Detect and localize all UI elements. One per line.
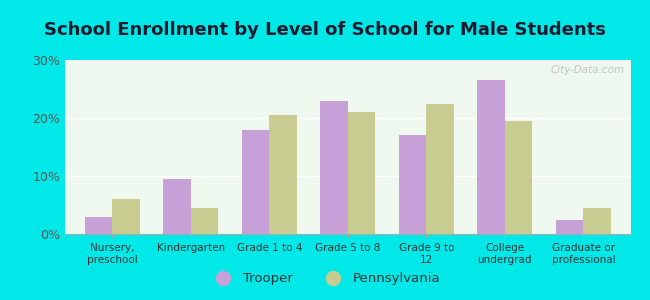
Bar (399, 135, 426, 234)
Bar (477, 80, 505, 234)
Bar (242, 130, 269, 234)
Bar (426, 103, 454, 234)
Bar (269, 115, 296, 234)
Bar (112, 199, 140, 234)
Bar (320, 100, 348, 234)
Text: City-Data.com: City-Data.com (551, 65, 625, 75)
Text: School Enrollment by Level of School for Male Students: School Enrollment by Level of School for… (44, 21, 606, 39)
Bar (584, 208, 611, 234)
Bar (348, 112, 375, 234)
Bar (505, 121, 532, 234)
Legend: Trooper, Pennsylvania: Trooper, Pennsylvania (205, 267, 445, 290)
Bar (163, 179, 190, 234)
Bar (556, 220, 584, 234)
Bar (84, 217, 112, 234)
Bar (190, 208, 218, 234)
